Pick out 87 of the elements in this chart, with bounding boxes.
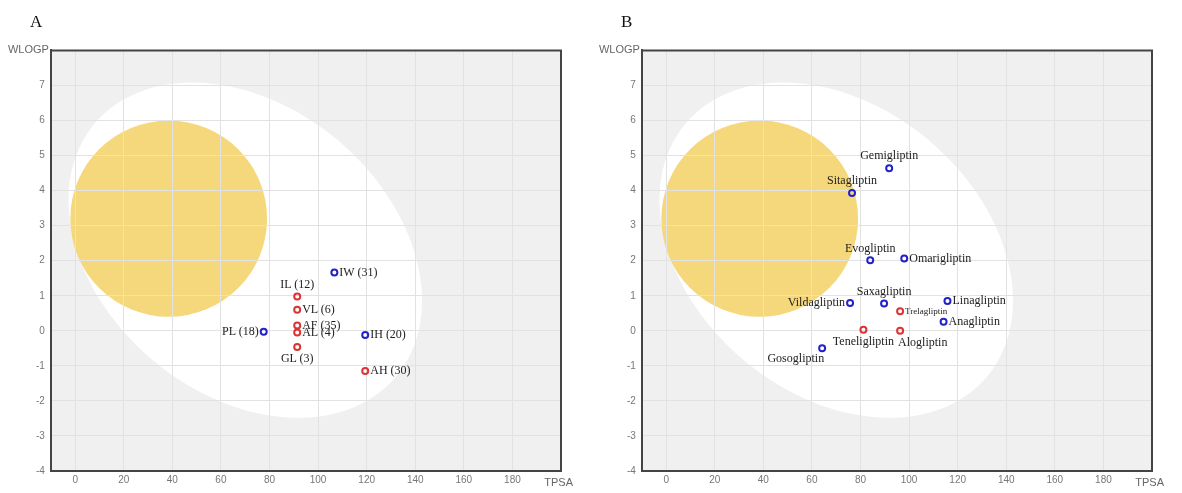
y-tick-label: -3 [35,429,46,441]
point [330,268,339,277]
y-tick-label: 0 [630,324,637,336]
y-tick-label: 6 [630,114,637,126]
y-tick-label: 5 [39,149,46,161]
x-axis-title: TPSA [544,475,574,488]
x-tick-label: 100 [900,473,918,485]
point [846,299,855,308]
point [259,327,268,336]
x-tick-label: 180 [1095,473,1113,485]
point [939,317,948,326]
y-tick-label: 4 [630,184,637,196]
point [848,189,857,198]
annotation: Gosogliptin [767,351,825,366]
y-tick-label: 7 [39,79,46,91]
point [293,328,302,337]
annotation: Gemigliptin [860,148,919,163]
y-tick-label: 7 [630,79,637,91]
y-tick-label: 2 [39,254,46,266]
annotation: Linagliptin [952,293,1006,308]
annotation: Omarigliptin [909,250,972,265]
y-tick-label: 1 [630,289,637,301]
chart-title: B [621,11,633,31]
x-tick-label: 140 [997,473,1016,485]
x-tick-label: 160 [455,473,473,485]
point [900,254,909,263]
y-tick-label: -4 [626,464,637,476]
x-tick-label: 20 [709,473,721,485]
annotation: Alogliptin [898,334,948,349]
x-tick-label: 40 [757,473,770,485]
y-tick-label: -1 [35,359,46,371]
annotation: PL (18) [222,324,259,339]
point [293,305,302,314]
x-tick-label: 0 [72,473,79,485]
y-tick-label: 4 [39,184,46,196]
y-tick-label: 6 [39,114,46,126]
y-axis-title: WLOGP [598,43,640,56]
annotation: Saxagliptin [856,283,912,298]
point [943,297,952,306]
point [361,367,370,376]
y-tick-label: 3 [39,219,46,231]
point [866,256,875,265]
y-tick-label: -3 [626,429,637,441]
x-tick-label: 60 [806,473,818,485]
point [885,164,894,173]
y-tick-label: -4 [35,464,46,476]
y-tick-label: 3 [630,219,637,231]
y-tick-label: -1 [626,359,637,371]
x-tick-label: 20 [118,473,130,485]
annotation: IH (20) [370,327,406,342]
x-tick-label: 160 [1046,473,1064,485]
point [859,325,868,334]
point [818,344,827,353]
point [896,307,905,316]
annotation: GL (3) [280,351,314,366]
x-tick-label: 40 [166,473,179,485]
point [880,299,889,308]
y-tick-label: -2 [626,394,637,406]
y-tick-label: 5 [630,149,637,161]
point [896,326,905,335]
x-axis-title: TPSA [1135,475,1165,488]
annotation: Teneligliptin [832,333,894,348]
y-tick-label: 1 [39,289,46,301]
annotation: IL (12) [280,276,315,291]
x-tick-label: 120 [949,473,967,485]
point [293,292,302,301]
point [293,342,302,351]
chart-title: A [30,11,43,31]
annotation: Anagliptin [948,313,1000,328]
y-tick-label: 0 [39,324,46,336]
annotation: Trelagliptin [905,305,948,316]
point [361,331,370,340]
x-tick-label: 80 [854,473,867,485]
y-tick-label: -2 [35,394,46,406]
x-tick-label: 140 [406,473,425,485]
annotation: AH (30) [370,363,411,378]
annotation: VL (6) [302,301,335,316]
point [293,321,302,330]
x-tick-label: 180 [504,473,522,485]
y-tick-label: 2 [630,254,637,266]
annotation: IW (31) [339,264,378,279]
x-tick-label: 120 [358,473,376,485]
x-tick-label: 80 [263,473,276,485]
y-axis-title: WLOGP [7,43,49,56]
x-tick-label: 0 [663,473,670,485]
x-tick-label: 60 [215,473,227,485]
x-tick-label: 100 [309,473,327,485]
